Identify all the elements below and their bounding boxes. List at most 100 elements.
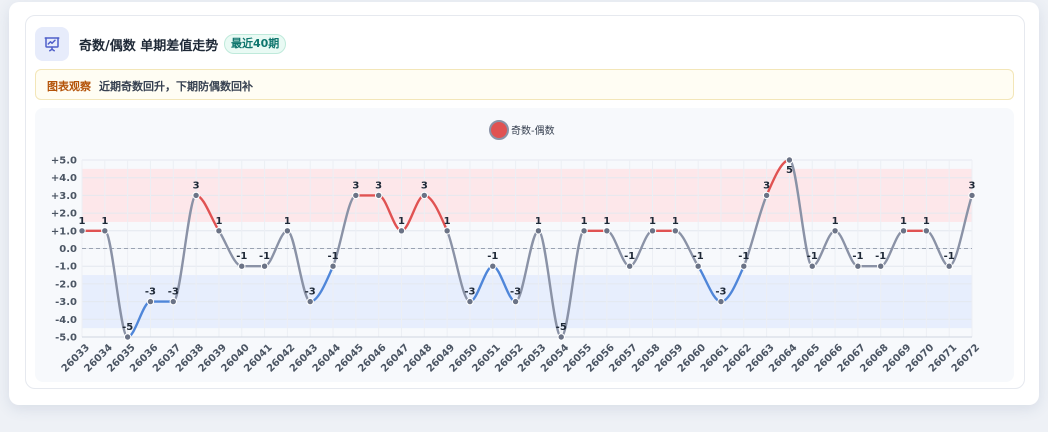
y-tick-label: +1.0 [51, 226, 77, 237]
series-segment [560, 229, 586, 339]
data-point[interactable] [215, 227, 223, 235]
data-label: -5 [122, 322, 133, 333]
data-point[interactable] [922, 227, 931, 235]
chart-presentation-icon [35, 27, 69, 61]
y-tick-label: -2.0 [55, 279, 77, 290]
series-segment [788, 158, 814, 268]
data-point[interactable] [557, 333, 565, 341]
data-label: -3 [305, 287, 316, 298]
data-label: -1 [624, 251, 635, 262]
data-label: 3 [763, 180, 770, 191]
data-point[interactable] [740, 262, 748, 270]
data-point[interactable] [580, 227, 588, 235]
data-label: 1 [832, 216, 839, 227]
data-point[interactable] [352, 191, 360, 200]
legend-label[interactable]: 奇数-偶数 [511, 124, 555, 137]
y-tick-label: -4.0 [55, 315, 77, 326]
data-point[interactable] [374, 191, 383, 200]
data-point[interactable] [694, 262, 702, 270]
series-segment [537, 229, 563, 339]
data-label: 1 [603, 216, 610, 227]
data-label: -1 [487, 251, 498, 262]
data-label: 1 [444, 216, 451, 227]
data-point[interactable] [534, 227, 543, 235]
data-label: -3 [168, 287, 179, 298]
data-label: 1 [923, 216, 930, 227]
observation-banner: 图表观察 近期奇数回升，下期防偶数回补 [35, 69, 1014, 100]
legend-swatch[interactable] [489, 120, 509, 140]
data-point[interactable] [625, 262, 634, 270]
data-label: -1 [852, 251, 863, 262]
y-tick-label: -5.0 [55, 333, 77, 344]
data-point[interactable] [443, 227, 451, 235]
data-label: -1 [807, 251, 818, 262]
data-point[interactable] [603, 227, 611, 235]
y-tick-label: +5.0 [51, 156, 77, 167]
data-label: 1 [900, 216, 907, 227]
data-point[interactable] [420, 191, 429, 200]
data-label: -1 [693, 251, 704, 262]
data-point[interactable] [78, 227, 86, 235]
diff-trend-chart: 1 1 -5 -3 -3 3 1 -1 -1 1 -3 -1 3 3 1 3 1 -3 -1 -3 1 -5 1 1 -1 1 1 -… [51, 120, 982, 375]
data-label: -1 [259, 251, 270, 262]
data-label: 1 [79, 216, 86, 227]
data-point[interactable] [101, 227, 109, 235]
data-point[interactable] [192, 191, 200, 200]
y-tick-label: 0.0 [59, 244, 77, 255]
data-point[interactable] [968, 191, 976, 200]
data-label: -1 [944, 251, 955, 262]
data-point[interactable] [283, 227, 292, 235]
data-label: -1 [236, 251, 247, 262]
data-point[interactable] [648, 227, 657, 235]
data-label: -1 [327, 251, 338, 262]
card-title: 奇数/偶数 单期差值走势 [79, 39, 219, 54]
chart-area: 1 1 -5 -3 -3 3 1 -1 -1 1 -3 -1 3 3 1 3 1 -3 -1 -3 1 -5 1 1 -1 1 1 -… [35, 108, 1014, 382]
series-segment [103, 229, 129, 339]
data-point[interactable] [762, 191, 771, 200]
data-label: 3 [421, 180, 428, 191]
data-label: 3 [193, 180, 200, 191]
data-point[interactable] [877, 262, 885, 270]
data-point[interactable] [945, 262, 953, 270]
observation-text: 近期奇数回升，下期防偶数回补 [99, 80, 253, 93]
data-label: 1 [398, 216, 405, 227]
data-point[interactable] [785, 156, 794, 164]
data-label: 3 [969, 180, 976, 191]
data-label: 5 [786, 165, 793, 176]
data-point[interactable] [489, 262, 497, 270]
y-tick-label: -1.0 [55, 262, 77, 273]
data-point[interactable] [397, 227, 406, 235]
data-label: 3 [352, 180, 359, 191]
data-label: 1 [284, 216, 291, 227]
y-tick-label: +4.0 [51, 173, 77, 184]
data-point[interactable] [466, 297, 474, 306]
data-point[interactable] [854, 262, 862, 270]
series-segment [172, 194, 198, 303]
data-point[interactable] [306, 297, 314, 306]
data-point[interactable] [808, 262, 816, 270]
data-label: 1 [101, 216, 108, 227]
series-segment [742, 194, 768, 268]
data-point[interactable] [329, 262, 337, 270]
data-label: 3 [375, 180, 382, 191]
data-point[interactable] [671, 227, 680, 235]
observation-label: 图表观察 [47, 80, 91, 93]
data-label: -1 [875, 251, 886, 262]
data-label: -3 [145, 287, 156, 298]
data-point[interactable] [260, 262, 269, 270]
data-point[interactable] [511, 297, 520, 306]
trend-card: 奇数/偶数 单期差值走势 最近40期 图表观察 近期奇数回升，下期防偶数回补 1… [25, 15, 1025, 389]
data-point[interactable] [238, 262, 246, 270]
y-tick-label: -3.0 [55, 297, 77, 308]
data-label: 1 [672, 216, 679, 227]
data-point[interactable] [123, 333, 132, 341]
data-point[interactable] [899, 227, 908, 235]
y-tick-label: +3.0 [51, 191, 77, 202]
data-label: 1 [215, 216, 222, 227]
data-label: 1 [581, 216, 588, 227]
data-point[interactable] [831, 227, 839, 235]
data-point[interactable] [717, 297, 725, 306]
page-panel: 奇数/偶数 单期差值走势 最近40期 图表观察 近期奇数回升，下期防偶数回补 1… [9, 2, 1039, 405]
data-point[interactable] [146, 297, 155, 306]
data-point[interactable] [169, 297, 177, 306]
